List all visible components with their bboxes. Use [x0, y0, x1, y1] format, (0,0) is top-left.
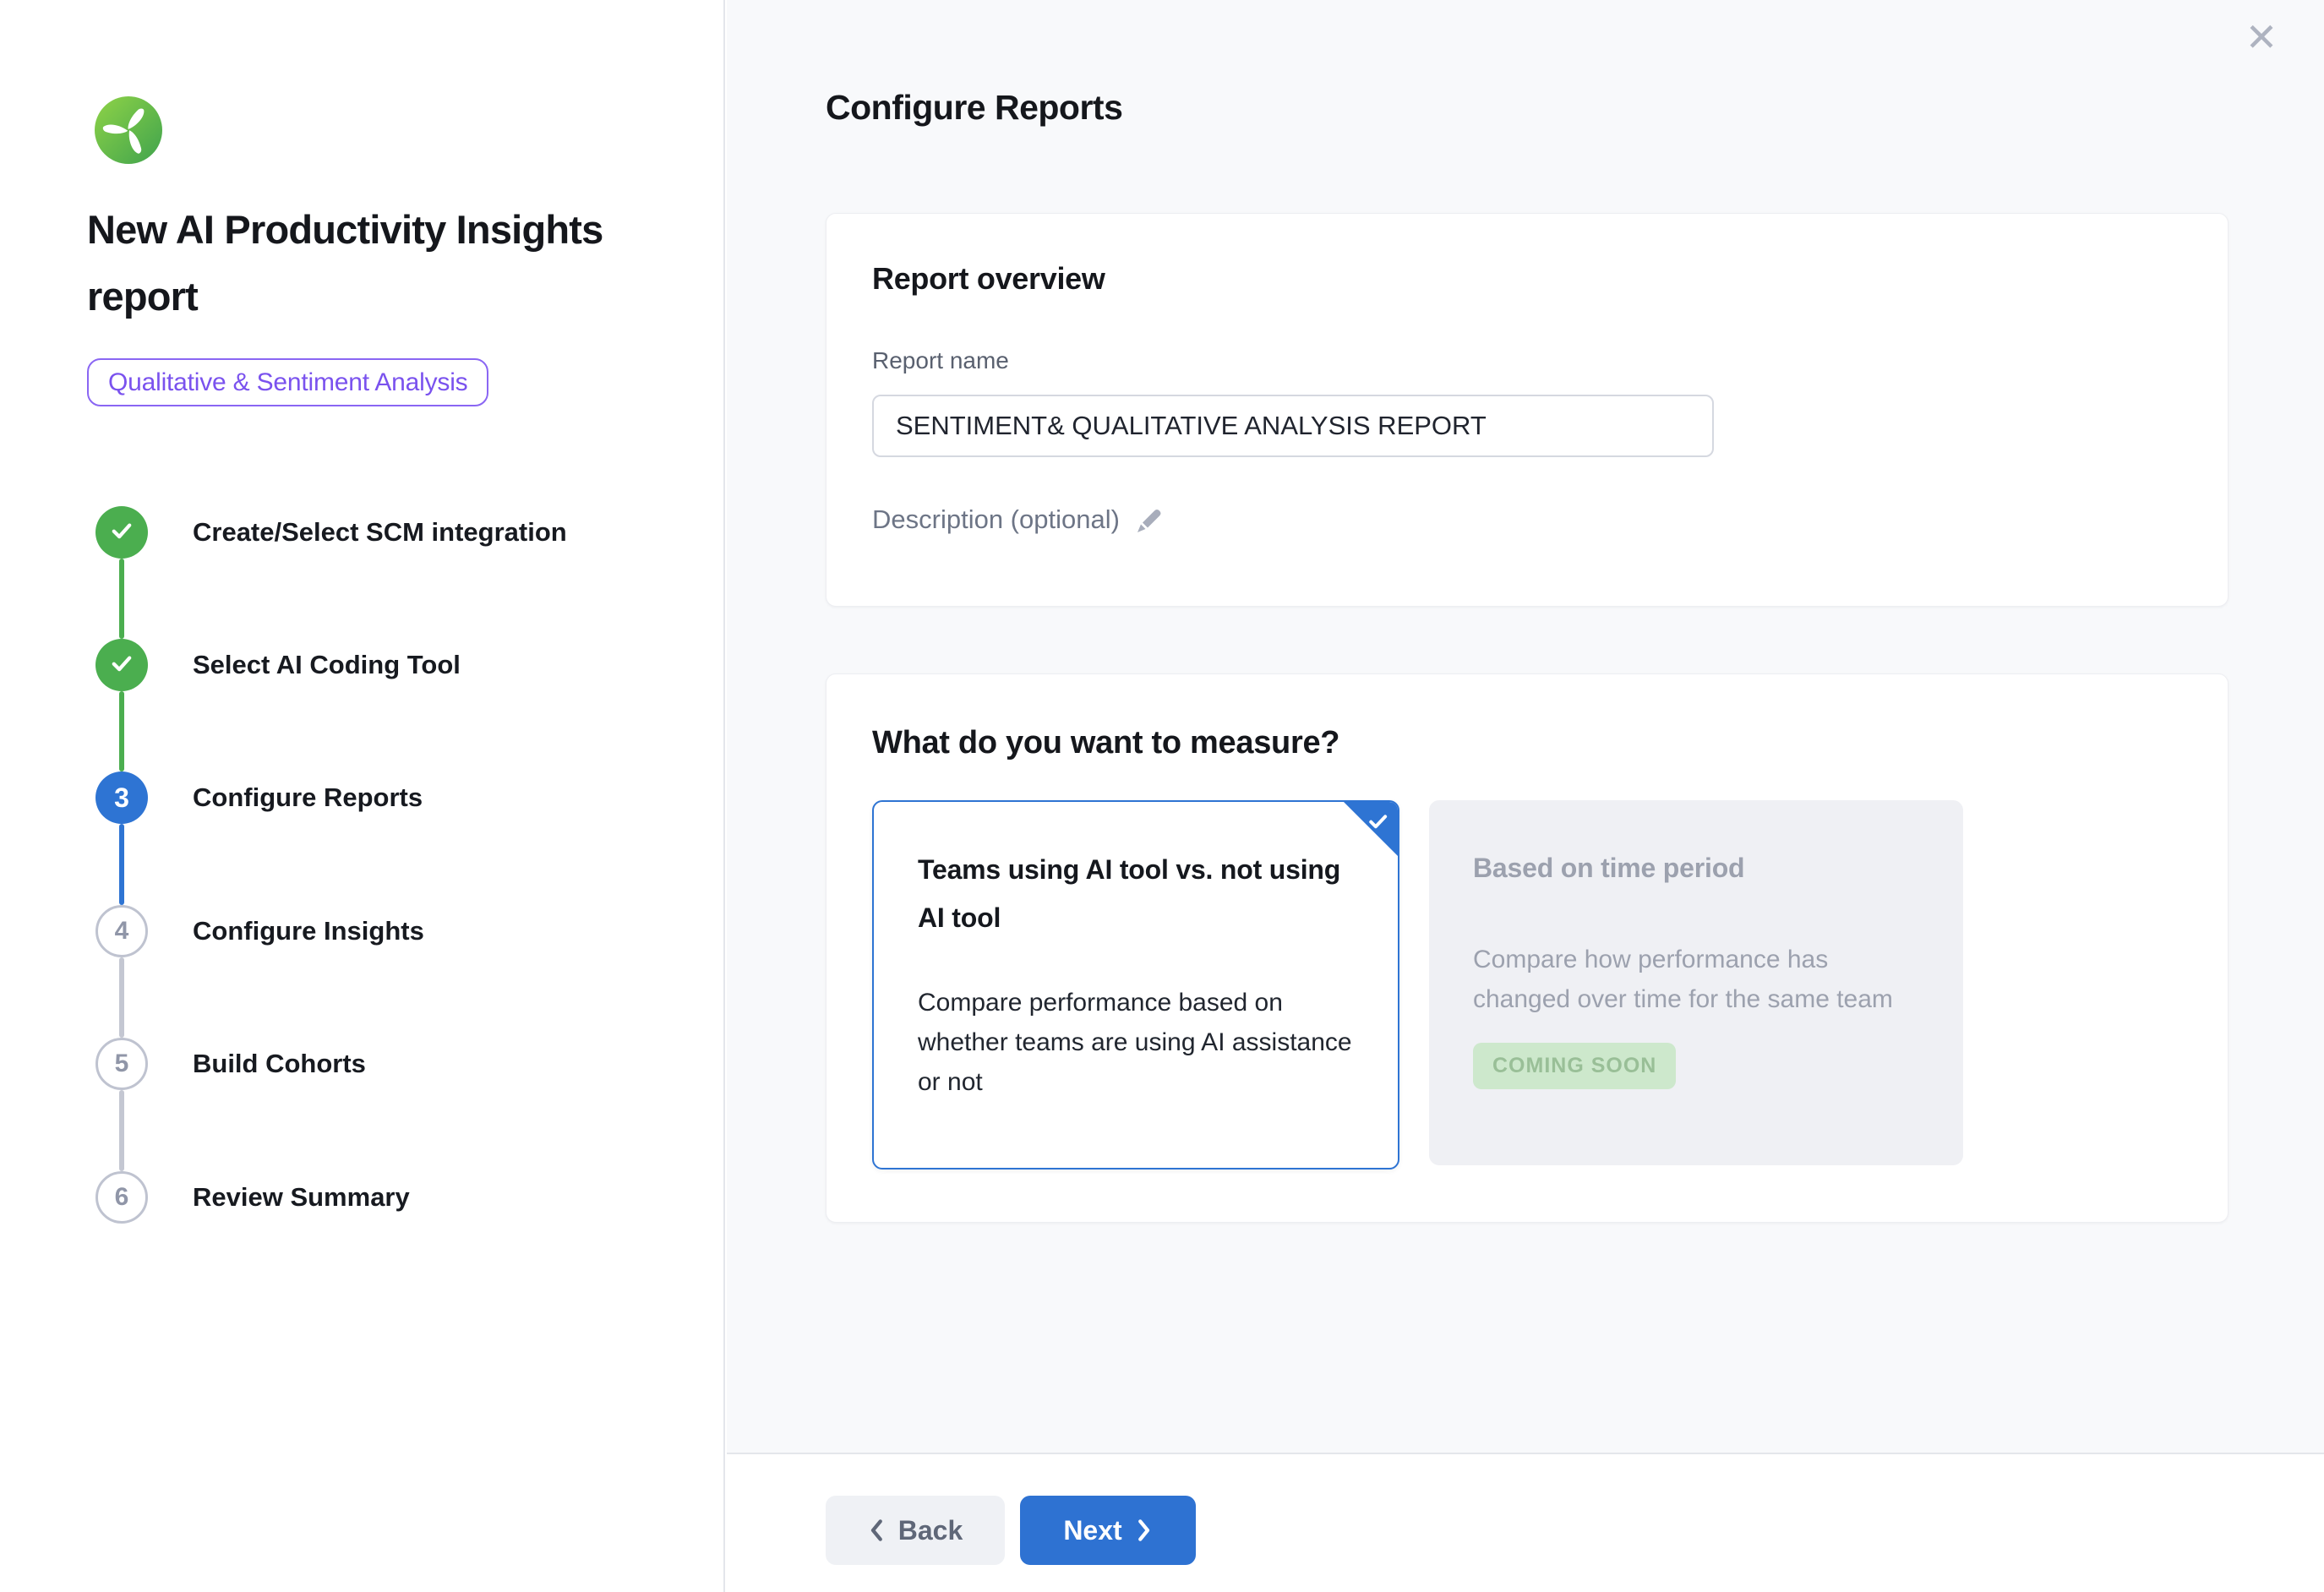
step-connector	[119, 691, 124, 771]
report-type-badge: Qualitative & Sentiment Analysis	[87, 358, 489, 406]
step-6-indicator[interactable]: 6	[95, 1171, 148, 1224]
option-title: Teams using AI tool vs. not using AI too…	[918, 854, 1341, 933]
step-connector	[119, 559, 124, 639]
option-teams-vs-not[interactable]: Teams using AI tool vs. not using AI too…	[872, 800, 1399, 1169]
step-5-indicator[interactable]: 5	[95, 1038, 148, 1090]
report-name-label: Report name	[872, 347, 1009, 373]
coming-soon-badge: COMING SOON	[1473, 1043, 1677, 1089]
report-overview-card: Report overview Report name Description …	[826, 213, 2229, 607]
measure-options: Teams using AI tool vs. not using AI too…	[872, 800, 2182, 1169]
wizard-footer: Back Next	[727, 1453, 2324, 1592]
check-icon	[107, 649, 136, 682]
step-number: 4	[114, 917, 129, 945]
page-title: Configure Reports	[826, 88, 1123, 127]
close-icon[interactable]: ✕	[2245, 15, 2278, 59]
report-overview-heading: Report overview	[872, 261, 1105, 296]
step-number: 5	[114, 1050, 129, 1077]
step-2-indicator[interactable]	[95, 639, 148, 691]
step-connector	[119, 824, 124, 905]
sidebar-step-configure-insights[interactable]: Configure Insights	[193, 916, 424, 946]
check-icon	[107, 516, 136, 549]
selected-corner-ribbon	[1342, 802, 1398, 858]
chevron-right-icon	[1134, 1518, 1153, 1543]
sidebar-step-ai-coding-tool[interactable]: Select AI Coding Tool	[193, 650, 461, 679]
check-icon	[1366, 809, 1391, 834]
next-button-label: Next	[1063, 1514, 1122, 1546]
option-description: Compare performance based on whether tea…	[918, 989, 1352, 1096]
measure-card: What do you want to measure? Teams using…	[826, 673, 2229, 1223]
back-button-label: Back	[897, 1514, 963, 1546]
configure-reports-panel: ✕ Configure Reports Report overview Repo…	[727, 0, 2324, 1592]
sidebar-step-scm-integration[interactable]: Create/Select SCM integration	[193, 517, 567, 547]
next-button[interactable]: Next	[1020, 1496, 1196, 1565]
wizard-sidebar: New AI Productivity Insights report Qual…	[0, 0, 725, 1592]
sidebar-step-build-cohorts[interactable]: Build Cohorts	[193, 1049, 366, 1078]
back-button[interactable]: Back	[826, 1496, 1005, 1565]
pencil-icon	[1133, 506, 1164, 537]
step-number: 3	[114, 782, 129, 813]
propeller-logo-icon	[95, 96, 162, 164]
sidebar-step-configure-reports[interactable]: Configure Reports	[193, 782, 423, 812]
option-title: Based on time period	[1473, 853, 1745, 883]
description-label: Description (optional)	[872, 504, 1120, 534]
report-name-input[interactable]	[872, 395, 1714, 457]
sidebar-step-review-summary[interactable]: Review Summary	[193, 1182, 410, 1212]
step-connector	[119, 1090, 124, 1171]
option-description: Compare how performance has changed over…	[1473, 946, 1893, 1013]
step-3-indicator[interactable]: 3	[95, 771, 148, 824]
step-1-indicator[interactable]	[95, 506, 148, 559]
chevron-left-icon	[868, 1518, 887, 1543]
option-time-period: Based on time period Compare how perform…	[1429, 800, 1963, 1165]
step-4-indicator[interactable]: 4	[95, 905, 148, 957]
step-connector	[119, 957, 124, 1038]
measure-heading: What do you want to measure?	[872, 725, 1340, 761]
wizard-title: New AI Productivity Insights report	[87, 207, 603, 319]
description-edit-row[interactable]: Description (optional)	[872, 503, 1164, 537]
step-number: 6	[114, 1183, 129, 1211]
